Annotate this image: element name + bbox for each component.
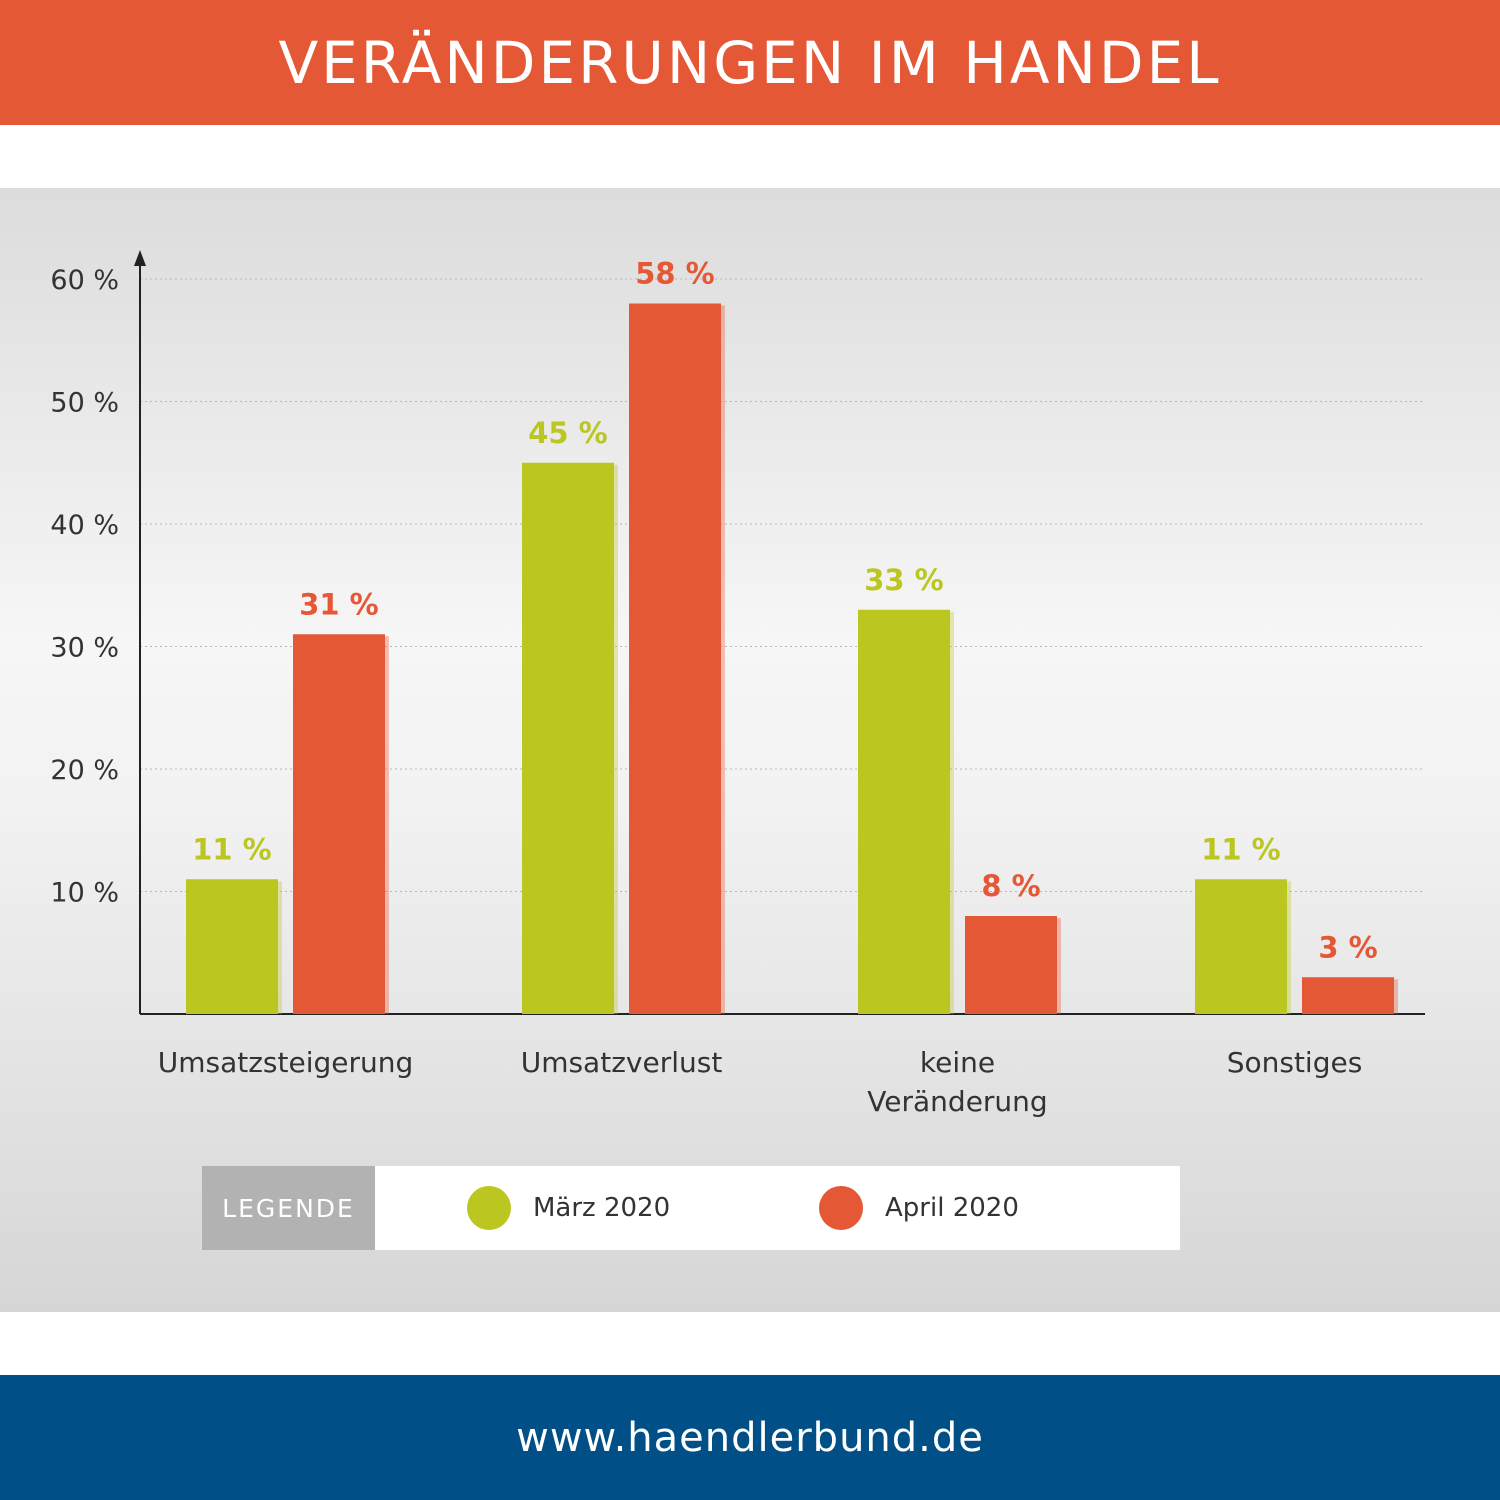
bar (1195, 879, 1287, 1014)
category-label: Veränderung (867, 1085, 1047, 1118)
legend-item-maerz-2020: März 2020 (467, 1166, 670, 1250)
y-tick-label: 40 % (50, 510, 119, 541)
y-tick-label: 30 % (50, 633, 119, 664)
bar (1302, 977, 1394, 1014)
footer-bar: www.haendlerbund.de (0, 1375, 1500, 1500)
category-label: Umsatzverlust (521, 1046, 723, 1079)
data-label: 58 % (635, 257, 715, 291)
category-label: Umsatzsteigerung (158, 1046, 414, 1079)
data-label: 33 % (864, 563, 944, 597)
footer-url: www.haendlerbund.de (516, 1414, 984, 1461)
bar-chart: 10 % 20 % 30 % 40 % 50 % 60 % 11 % 45 % 33 % 11 %… (50, 250, 1425, 1118)
legend-text-april-2020: April 2020 (885, 1193, 1019, 1223)
bar (186, 879, 278, 1014)
category-label: keine (920, 1046, 995, 1079)
legend-text-maerz-2020: März 2020 (533, 1193, 671, 1223)
data-label: 3 % (1318, 930, 1377, 964)
y-tick-label: 20 % (50, 755, 119, 786)
legend: LEGENDE März 2020 April 2020 (202, 1166, 1180, 1250)
bar (965, 916, 1057, 1014)
category-label: Sonstiges (1227, 1046, 1363, 1079)
legend-label: LEGENDE (202, 1166, 375, 1250)
chart-panel: 10 % 20 % 30 % 40 % 50 % 60 % 11 % 45 % 33 % 11 %… (0, 188, 1500, 1312)
legend-swatch-maerz-2020 (467, 1186, 511, 1230)
bar (629, 303, 721, 1014)
data-label: 8 % (981, 869, 1040, 903)
y-axis-arrow (134, 250, 146, 266)
bar (858, 609, 950, 1014)
y-tick-label: 60 % (50, 265, 119, 296)
header-bar: VERÄNDERUNGEN IM HANDEL (0, 0, 1500, 125)
y-tick-label: 10 % (50, 878, 119, 909)
bar (522, 462, 614, 1014)
data-label: 31 % (299, 587, 379, 621)
legend-item-april-2020: April 2020 (819, 1166, 1019, 1250)
data-label: 45 % (528, 416, 608, 450)
data-label: 11 % (192, 832, 272, 866)
bar (293, 634, 385, 1014)
data-label: 11 % (1201, 832, 1281, 866)
legend-swatch-april-2020 (819, 1186, 863, 1230)
y-tick-label: 50 % (50, 388, 119, 419)
chart-title: VERÄNDERUNGEN IM HANDEL (278, 28, 1222, 97)
